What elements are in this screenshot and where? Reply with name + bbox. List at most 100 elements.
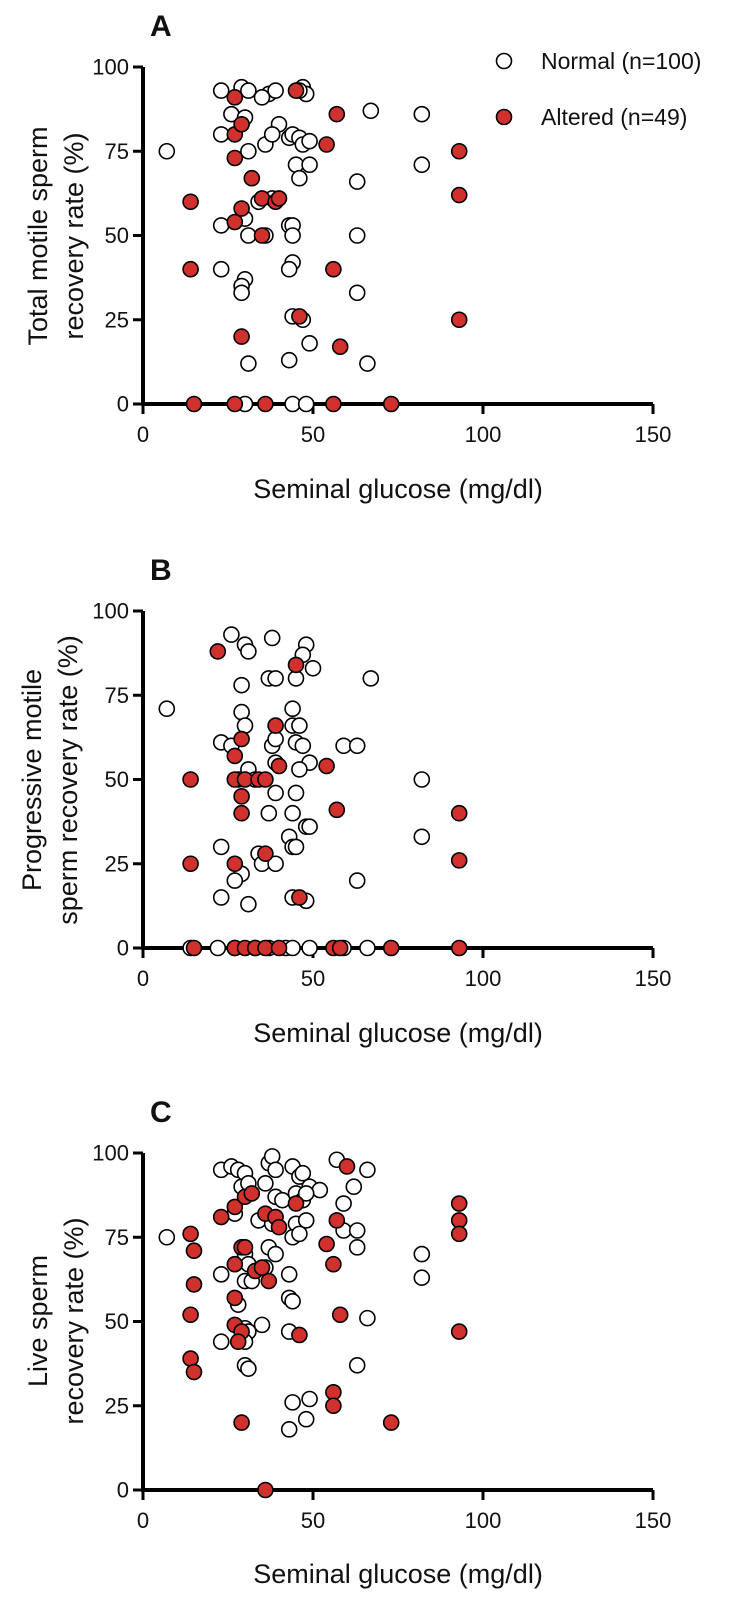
- data-point: [267, 717, 284, 734]
- data-point: [233, 676, 250, 694]
- data-point: [294, 737, 312, 755]
- data-point: [413, 105, 431, 123]
- data-point: [226, 1255, 244, 1273]
- y-tick-label: 25: [105, 851, 129, 876]
- legend: Normal (n=100) Altered (n=49): [495, 48, 701, 130]
- data-point: [359, 939, 376, 957]
- series-normal: [158, 1148, 431, 1438]
- chart-panel-a: A 0 25 50 75 100 0 50 100 150 Seminal glucose (mg/…: [23, 10, 671, 504]
- x-tick-label: 100: [465, 1508, 502, 1533]
- data-point: [212, 126, 230, 143]
- data-point: [236, 771, 254, 788]
- data-point: [270, 939, 288, 957]
- data-point: [185, 1276, 203, 1293]
- data-point: [226, 747, 244, 765]
- data-point: [233, 115, 250, 133]
- legend-marker: [495, 108, 513, 126]
- data-point: [226, 1198, 244, 1216]
- data-point: [233, 788, 250, 805]
- data-point: [229, 1333, 247, 1351]
- data-point: [257, 939, 274, 957]
- data-point: [182, 260, 199, 278]
- series-normal: [158, 626, 431, 957]
- data-point: [362, 670, 380, 687]
- data-point: [413, 156, 431, 174]
- y-axis-title-line: recovery rate (%): [59, 132, 89, 339]
- data-point: [318, 1235, 335, 1253]
- data-point: [270, 757, 288, 775]
- x-tick-label: 150: [635, 1508, 672, 1533]
- data-point: [267, 855, 284, 873]
- data-point: [212, 260, 230, 278]
- data-point: [182, 1350, 199, 1367]
- data-point: [226, 213, 244, 231]
- data-point: [240, 643, 257, 660]
- data-point: [240, 1360, 257, 1377]
- data-point: [284, 227, 301, 244]
- data-point: [287, 156, 305, 174]
- data-point: [328, 801, 346, 819]
- y-axis-title-line: Live sperm: [23, 1255, 53, 1387]
- x-tick-label: 150: [635, 422, 672, 447]
- y-tick-label: 100: [92, 1141, 129, 1166]
- data-point: [297, 1185, 315, 1202]
- series-normal: [158, 78, 431, 413]
- data-point: [328, 105, 346, 123]
- data-point: [325, 395, 342, 413]
- data-point: [325, 1255, 342, 1273]
- y-tick-label: 100: [92, 599, 129, 624]
- panel-letter: C: [150, 1096, 172, 1129]
- data-point: [301, 1390, 318, 1408]
- data-point: [301, 818, 318, 835]
- data-point: [294, 1164, 312, 1182]
- data-point: [257, 845, 274, 862]
- y-tick-label: 0: [117, 1478, 129, 1503]
- data-point: [226, 89, 244, 106]
- y-tick-label: 0: [117, 936, 129, 961]
- data-point: [450, 1323, 468, 1340]
- data-point: [267, 1245, 284, 1263]
- data-point: [226, 149, 244, 167]
- data-point: [345, 1178, 363, 1195]
- data-point: [450, 804, 468, 822]
- legend-label: Altered (n=49): [541, 104, 687, 130]
- data-point: [226, 855, 244, 873]
- data-point: [209, 643, 227, 660]
- data-point: [450, 142, 468, 160]
- data-point: [233, 328, 250, 345]
- x-tick-label: 0: [137, 422, 149, 447]
- data-point: [233, 284, 250, 302]
- data-point: [212, 217, 230, 234]
- data-point: [348, 227, 366, 244]
- data-point: [182, 193, 199, 211]
- data-point: [348, 737, 366, 755]
- data-point: [240, 142, 257, 160]
- data-point: [212, 1333, 230, 1351]
- data-point: [382, 939, 400, 957]
- data-point: [260, 1272, 278, 1290]
- y-axis-title-line: recovery rate (%): [59, 1217, 89, 1424]
- x-tick-label: 100: [465, 422, 502, 447]
- panel-letter: A: [150, 10, 172, 43]
- data-point: [325, 1397, 342, 1415]
- data-point: [348, 1239, 366, 1256]
- data-point: [233, 730, 250, 748]
- y-tick-label: 50: [105, 767, 129, 792]
- data-point: [257, 1175, 274, 1192]
- data-point: [209, 939, 227, 957]
- data-point: [212, 1266, 230, 1283]
- data-point: [318, 757, 335, 775]
- data-point: [260, 804, 278, 822]
- data-point: [182, 855, 199, 873]
- data-point: [226, 872, 244, 889]
- data-point: [158, 700, 176, 718]
- data-point: [301, 156, 318, 174]
- data-point: [236, 717, 254, 734]
- data-point: [233, 804, 250, 822]
- data-point: [182, 771, 199, 788]
- x-tick-label: 50: [301, 422, 325, 447]
- y-tick-label: 25: [105, 307, 129, 332]
- x-tick-label: 100: [465, 966, 502, 991]
- y-tick-label: 75: [105, 1225, 129, 1250]
